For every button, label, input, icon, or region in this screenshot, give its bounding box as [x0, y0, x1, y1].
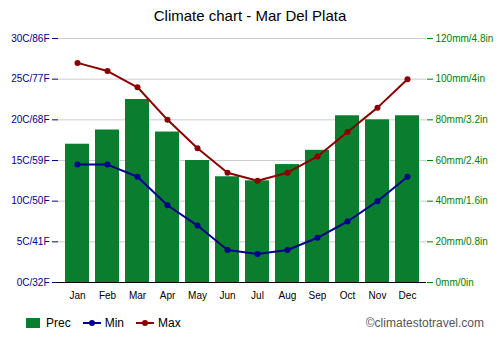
html-text:Min: Min [104, 316, 124, 330]
svg-text:Aug: Aug [279, 290, 297, 301]
svg-text:Jan: Jan [69, 290, 85, 301]
svg-text:0C/32F: 0C/32F [17, 277, 50, 288]
svg-text:120mm/4.8in: 120mm/4.8in [436, 33, 494, 44]
html-text:Prec: Prec [46, 316, 71, 330]
svg-text:5C/41F: 5C/41F [17, 236, 50, 247]
svg-text:May: May [188, 290, 207, 301]
svg-text:20mm/0.8in: 20mm/0.8in [436, 236, 488, 247]
svg-text:Mar: Mar [129, 290, 147, 301]
svg-text:30C/86F: 30C/86F [11, 33, 49, 44]
svg-text:Nov: Nov [369, 290, 387, 301]
html-text:Climate chart - Mar Del Plata: Climate chart - Mar Del Plata [153, 7, 347, 24]
svg-text:100mm/4in: 100mm/4in [436, 73, 485, 84]
svg-text:Jul: Jul [251, 290, 264, 301]
html-text:Max: Max [158, 316, 181, 330]
svg-text:Apr: Apr [160, 290, 176, 301]
svg-text:15C/59F: 15C/59F [11, 155, 49, 166]
svg-text:20C/68F: 20C/68F [11, 114, 49, 125]
html-text:©climatestotravel.com: ©climatestotravel.com [365, 316, 484, 330]
svg-text:Dec: Dec [399, 290, 417, 301]
svg-text:25C/77F: 25C/77F [11, 73, 49, 84]
svg-text:40mm/1.6in: 40mm/1.6in [436, 195, 488, 206]
svg-text:Sep: Sep [309, 290, 327, 301]
svg-text:0mm/0in: 0mm/0in [436, 277, 474, 288]
svg-text:80mm/3.2in: 80mm/3.2in [436, 114, 488, 125]
svg-text:Feb: Feb [99, 290, 117, 301]
svg-text:Oct: Oct [340, 290, 356, 301]
svg-text:Jun: Jun [219, 290, 235, 301]
svg-text:60mm/2.4in: 60mm/2.4in [436, 155, 488, 166]
svg-text:10C/50F: 10C/50F [11, 195, 49, 206]
